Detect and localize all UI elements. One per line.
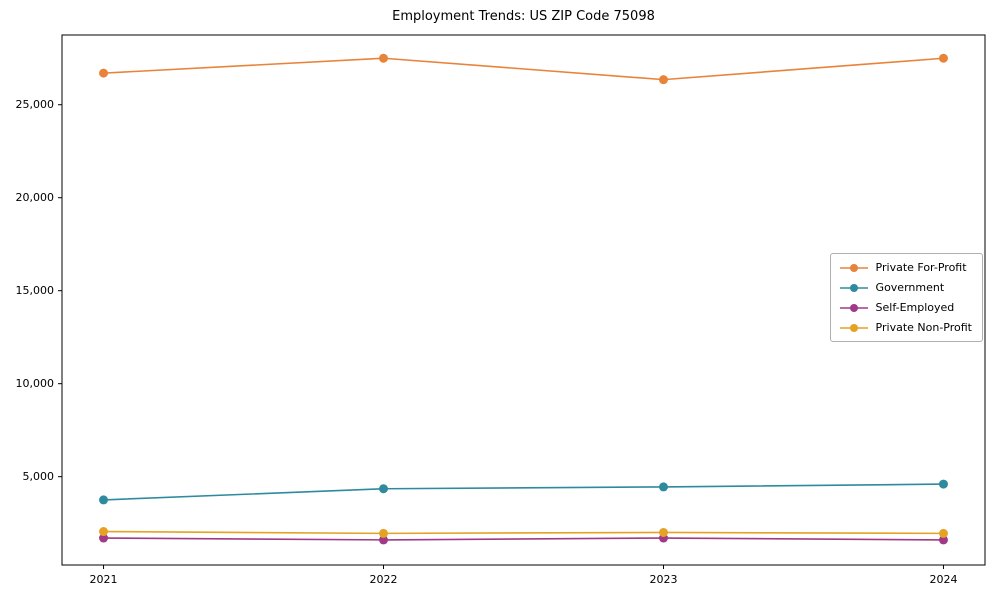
series-marker (379, 528, 389, 538)
legend-label: Private For-Profit (875, 261, 967, 274)
y-tick-label: 10,000 (16, 377, 55, 390)
x-tick-label: 2021 (90, 573, 118, 586)
y-tick-label: 15,000 (16, 284, 55, 297)
series-marker (379, 53, 389, 63)
plot-frame (61, 34, 986, 566)
legend-item-self-employed: Self-Employed (839, 301, 972, 314)
y-tick-label: 25,000 (16, 98, 55, 111)
x-tick-label: 2022 (370, 573, 398, 586)
x-tick-label: 2023 (649, 573, 677, 586)
legend-label: Government (875, 281, 945, 294)
series-marker (938, 528, 948, 538)
series-marker (938, 535, 948, 545)
legend-swatch-icon (839, 323, 868, 332)
legend-item-private-for-profit: Private For-Profit (839, 261, 972, 274)
legend-swatch-icon (839, 263, 868, 272)
x-tick-label: 2024 (929, 573, 957, 586)
series-marker (99, 68, 109, 78)
series-marker (658, 75, 668, 85)
chart-title: Employment Trends: US ZIP Code 75098 (392, 9, 655, 24)
legend: Private For-Profit Government Self-Emplo… (829, 253, 983, 342)
legend-swatch-icon (839, 303, 868, 312)
series-marker (658, 482, 668, 492)
series-line-0 (103, 57, 944, 81)
legend-swatch-icon (839, 283, 868, 292)
series-marker (938, 479, 948, 489)
series-marker (99, 495, 109, 505)
legend-label: Self-Employed (875, 301, 955, 314)
series-marker (379, 484, 389, 494)
series-line-2 (103, 537, 944, 541)
series-marker (938, 53, 948, 63)
series-marker (379, 535, 389, 545)
legend-label: Private Non-Profit (875, 321, 972, 334)
legend-item-government: Government (839, 281, 972, 294)
series-marker (99, 527, 109, 537)
legend-item-private-non-profit: Private Non-Profit (839, 321, 972, 334)
series-marker (99, 533, 109, 543)
series-marker (658, 527, 668, 537)
series-line-1 (103, 483, 944, 501)
y-tick-label: 20,000 (16, 191, 55, 204)
series-line-3 (103, 530, 944, 535)
y-tick-label: 5,000 (23, 470, 55, 483)
